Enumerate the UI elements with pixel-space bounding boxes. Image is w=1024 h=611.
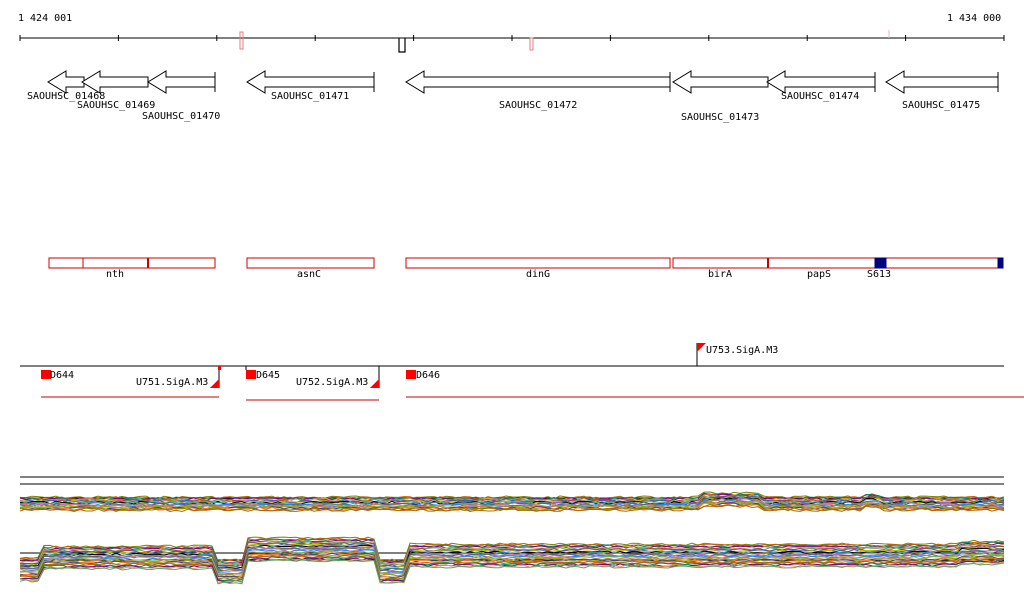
ruler-ticks [19, 35, 1005, 41]
expression-line [19, 553, 1005, 580]
gene-label-SAOUHSC-01475[interactable]: SAOUHSC_01475 [902, 100, 981, 111]
tss-marker-D644[interactable] [41, 370, 51, 379]
expression-line [19, 542, 1005, 569]
expression-line [19, 552, 1005, 579]
tss-label-U751[interactable]: U751.SigA.M3 [136, 377, 209, 388]
gene-label-SAOUHSC-01469[interactable]: SAOUHSC_01469 [77, 100, 156, 111]
expression-line [19, 503, 1005, 512]
gene-arrow[interactable] [81, 70, 149, 94]
ruler-gap-marker [239, 31, 244, 50]
ruler-track [19, 30, 1005, 53]
feature-box-asnC[interactable] [246, 257, 375, 269]
tss-label-D645[interactable]: D645 [256, 370, 281, 381]
gene-arrow[interactable] [672, 70, 769, 94]
expression-profile-bottom [19, 536, 1005, 585]
feature-box-birA-papS[interactable] [672, 257, 1004, 269]
srna-box-S613[interactable] [874, 257, 887, 269]
tss-label-U752[interactable]: U752.SigA.M3 [296, 377, 369, 388]
annotation-label-S613[interactable]: S613 [867, 269, 892, 280]
annotation-label-asnC[interactable]: asnC [297, 269, 322, 280]
gene-label-SAOUHSC-01473[interactable]: SAOUHSC_01473 [681, 112, 760, 123]
tss-flag-U752[interactable] [370, 379, 379, 388]
expression-line [19, 492, 1005, 501]
expression-line [19, 498, 1005, 507]
tss-label-D644[interactable]: D644 [50, 370, 75, 381]
expression-line [19, 559, 1005, 585]
gene-label-SAOUHSC-01474[interactable]: SAOUHSC_01474 [781, 91, 860, 102]
gene-arrow[interactable] [885, 70, 999, 94]
ruler-gap-marker [398, 38, 406, 53]
annotation-label-papS[interactable]: papS [807, 269, 832, 280]
expression-profile-top [19, 491, 1005, 513]
expression-line [19, 495, 1005, 504]
tss-flag-U751[interactable] [210, 379, 219, 388]
feature-box-dinG[interactable] [405, 257, 671, 269]
operon-track [20, 343, 1024, 401]
gene-arrow[interactable] [405, 70, 671, 94]
srna-box-edge[interactable] [997, 257, 1004, 269]
ruler-gap-marker [529, 37, 534, 51]
tss-label-U753[interactable]: U753.SigA.M3 [706, 345, 779, 356]
tss-marker-D646[interactable] [406, 370, 416, 379]
gene-label-SAOUHSC-01471[interactable]: SAOUHSC_01471 [271, 91, 350, 102]
feature-box-nth[interactable] [48, 257, 216, 269]
expression-line [19, 545, 1005, 572]
gene-arrow[interactable] [766, 70, 876, 94]
gene-arrow[interactable] [147, 70, 216, 94]
expression-tracks [19, 476, 1005, 585]
annotation-label-birA[interactable]: birA [708, 269, 733, 280]
gene-label-SAOUHSC-01472[interactable]: SAOUHSC_01472 [499, 100, 578, 111]
expression-line [19, 550, 1005, 577]
expression-line [19, 504, 1004, 513]
annotation-track [48, 257, 1004, 269]
annotation-label-dinG[interactable]: dinG [526, 269, 551, 280]
tss-label-D646[interactable]: D646 [416, 370, 441, 381]
tss-flag-U753[interactable] [697, 343, 706, 352]
gene-arrow[interactable] [47, 70, 85, 94]
ruler-start-label: 1 424 001 [18, 13, 73, 24]
gene-label-SAOUHSC-01470[interactable]: SAOUHSC_01470 [142, 111, 221, 122]
gene-track [47, 70, 999, 94]
expression-line [19, 536, 1005, 563]
expression-line [19, 557, 1005, 583]
annotation-label-nth[interactable]: nth [106, 269, 125, 280]
expression-line [19, 539, 1005, 565]
gene-label-SAOUHSC-01468[interactable]: SAOUHSC_01468 [27, 91, 106, 102]
gene-arrow[interactable] [246, 70, 375, 94]
ruler-end-label: 1 434 000 [947, 13, 1002, 24]
tss-marker-D645[interactable] [246, 370, 256, 379]
